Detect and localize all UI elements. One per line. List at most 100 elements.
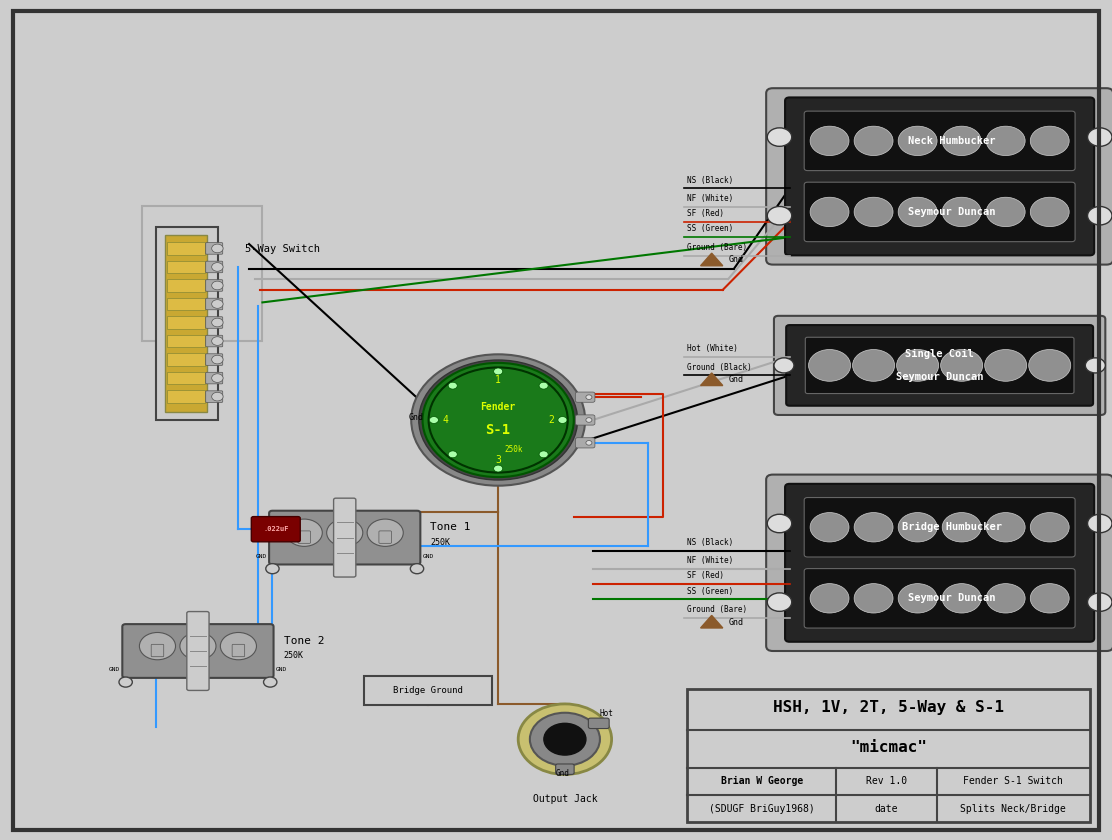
Text: Fender: Fender — [480, 402, 516, 412]
Circle shape — [942, 584, 981, 613]
Text: .022uF: .022uF — [264, 526, 288, 533]
Circle shape — [586, 395, 592, 400]
Circle shape — [1029, 349, 1071, 381]
Circle shape — [211, 392, 224, 401]
FancyBboxPatch shape — [167, 335, 205, 347]
Text: NS (Black): NS (Black) — [687, 176, 734, 185]
FancyBboxPatch shape — [251, 517, 300, 542]
Circle shape — [544, 723, 586, 755]
Text: Brian W George: Brian W George — [721, 776, 803, 786]
Circle shape — [266, 564, 279, 574]
Circle shape — [811, 512, 848, 542]
Circle shape — [558, 417, 567, 423]
Circle shape — [211, 318, 224, 327]
FancyBboxPatch shape — [206, 354, 222, 365]
Text: Seymour Duncan: Seymour Duncan — [907, 593, 995, 603]
Circle shape — [1088, 128, 1112, 146]
Text: Gnd: Gnd — [728, 617, 743, 627]
FancyBboxPatch shape — [167, 317, 205, 328]
Text: NF (White): NF (White) — [687, 194, 734, 203]
Text: Splits Neck/Bridge: Splits Neck/Bridge — [961, 804, 1066, 814]
Circle shape — [1085, 358, 1105, 373]
Circle shape — [854, 197, 893, 227]
Circle shape — [1031, 126, 1069, 155]
Circle shape — [211, 337, 224, 345]
Circle shape — [942, 512, 981, 542]
Circle shape — [854, 584, 893, 613]
Circle shape — [586, 440, 592, 445]
FancyBboxPatch shape — [575, 438, 595, 448]
Text: Seymour Duncan: Seymour Duncan — [907, 207, 995, 217]
FancyBboxPatch shape — [766, 88, 1112, 265]
Text: 250k: 250k — [504, 445, 523, 454]
Circle shape — [986, 584, 1025, 613]
Circle shape — [119, 677, 132, 687]
FancyBboxPatch shape — [187, 612, 209, 690]
Circle shape — [429, 417, 438, 423]
Circle shape — [211, 281, 224, 290]
Text: Rev 1.0: Rev 1.0 — [866, 776, 907, 786]
Circle shape — [986, 197, 1025, 227]
FancyBboxPatch shape — [804, 111, 1075, 171]
Circle shape — [1031, 197, 1069, 227]
Circle shape — [898, 126, 937, 155]
Text: Bridge Ground: Bridge Ground — [394, 686, 463, 695]
FancyBboxPatch shape — [786, 325, 1093, 406]
Circle shape — [853, 349, 894, 381]
Text: Gnd: Gnd — [409, 412, 424, 422]
Circle shape — [211, 244, 224, 253]
FancyBboxPatch shape — [334, 498, 356, 577]
Circle shape — [898, 512, 937, 542]
FancyBboxPatch shape — [232, 644, 245, 657]
Text: NF (White): NF (White) — [687, 556, 734, 565]
Circle shape — [448, 382, 457, 389]
Text: GND: GND — [276, 667, 287, 672]
Text: 250K: 250K — [284, 651, 304, 660]
FancyBboxPatch shape — [206, 372, 222, 384]
Text: GND: GND — [109, 667, 120, 672]
Text: Gnd: Gnd — [728, 375, 743, 384]
Circle shape — [411, 354, 585, 486]
Circle shape — [367, 519, 404, 546]
FancyBboxPatch shape — [556, 764, 574, 774]
FancyBboxPatch shape — [575, 415, 595, 425]
Circle shape — [767, 207, 792, 225]
Text: Tone 1: Tone 1 — [430, 522, 470, 533]
Circle shape — [1088, 593, 1112, 612]
Circle shape — [286, 519, 322, 546]
FancyBboxPatch shape — [206, 391, 222, 402]
Text: Single Coil: Single Coil — [905, 349, 974, 359]
Text: "micmac": "micmac" — [850, 740, 927, 755]
Circle shape — [586, 417, 592, 423]
FancyBboxPatch shape — [766, 475, 1112, 651]
FancyBboxPatch shape — [785, 484, 1094, 642]
Text: Neck Humbucker: Neck Humbucker — [907, 136, 995, 146]
FancyBboxPatch shape — [687, 689, 1090, 822]
FancyBboxPatch shape — [156, 227, 218, 420]
Text: Tone 2: Tone 2 — [284, 636, 324, 646]
FancyBboxPatch shape — [379, 531, 391, 543]
Circle shape — [774, 358, 794, 373]
Circle shape — [811, 197, 848, 227]
FancyBboxPatch shape — [338, 531, 351, 543]
Circle shape — [220, 633, 257, 659]
Circle shape — [529, 712, 600, 766]
Text: SF (Red): SF (Red) — [687, 209, 724, 218]
Circle shape — [767, 593, 792, 612]
Circle shape — [898, 197, 937, 227]
Polygon shape — [701, 373, 723, 386]
FancyBboxPatch shape — [167, 242, 205, 255]
Circle shape — [419, 360, 577, 480]
FancyBboxPatch shape — [167, 279, 205, 291]
FancyBboxPatch shape — [167, 391, 205, 403]
FancyBboxPatch shape — [191, 644, 205, 657]
FancyBboxPatch shape — [774, 316, 1105, 415]
Text: Hot: Hot — [600, 709, 614, 718]
FancyBboxPatch shape — [206, 280, 222, 291]
Circle shape — [211, 263, 224, 271]
Circle shape — [811, 584, 848, 613]
FancyBboxPatch shape — [804, 182, 1075, 242]
Circle shape — [518, 704, 612, 774]
FancyBboxPatch shape — [167, 260, 205, 273]
Text: NS (Black): NS (Black) — [687, 538, 734, 547]
